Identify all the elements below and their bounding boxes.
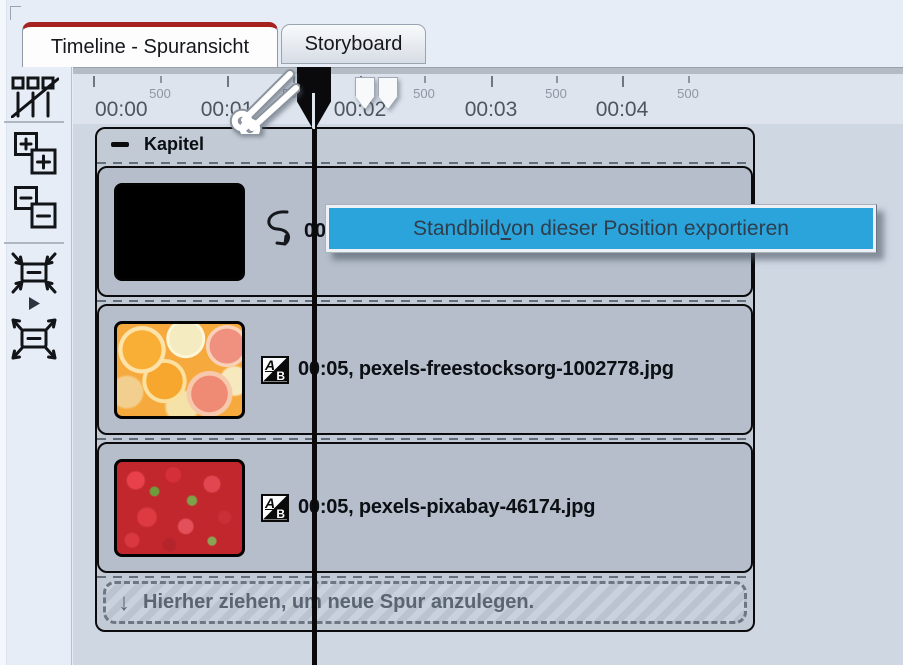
ruler-minor-tick (688, 76, 690, 83)
dashed-divider (97, 435, 753, 442)
new-track-dropzone[interactable]: ↓ Hierher ziehen, um neue Spur anzulegen… (103, 581, 747, 624)
ruler-ms-label: 500 (149, 86, 171, 101)
zoom-menu-arrow-icon[interactable] (29, 297, 40, 310)
ruler-time-label: 00:00 (95, 98, 148, 121)
tab-storyboard[interactable]: Storyboard (281, 24, 426, 64)
zoom-to-selection-icon[interactable] (11, 251, 57, 295)
menu-item-text-pre: Standbild (413, 216, 501, 240)
context-menu: Standbild v on dieser Position exportiere… (325, 204, 877, 253)
ruler-tick (227, 76, 229, 87)
ruler-minor-tick (556, 76, 558, 83)
down-arrow-icon: ↓ (118, 588, 130, 616)
range-marker-flag-icon[interactable] (355, 77, 375, 109)
clip-thumbnail-black[interactable] (114, 182, 245, 281)
playhead-slit (312, 93, 315, 129)
context-menu-item[interactable]: Standbild v on dieser Position exportiere… (329, 208, 873, 249)
ab-letter-b: B (276, 506, 285, 521)
tab-timeline[interactable]: Timeline - Spuransicht (22, 22, 278, 67)
scissors-cursor-icon (228, 68, 301, 142)
ruler-ms-label: 500 (545, 86, 567, 101)
ruler-time-label: 00:02 (333, 98, 387, 121)
range-marker-flag-icon[interactable] (378, 77, 398, 109)
track-row-image[interactable]: A B 00:05, pexels-pixabay-46174.jpg (97, 442, 753, 573)
clip-thumbnail-strawberries[interactable] (114, 458, 245, 557)
tab-timeline-label: Timeline - Spuransicht (50, 35, 250, 58)
chapter-header: Kapitel (97, 129, 753, 159)
chapter-group: Kapitel 00: A B 00:05, pexels-freestocks… (95, 127, 755, 632)
collapse-chapter-icon[interactable] (111, 141, 129, 147)
clip-filename-label: 00:05, pexels-freestocksorg-1002778.jpg (298, 358, 674, 380)
zoom-whole-project-icon[interactable] (11, 317, 57, 361)
ruler-tick (491, 76, 493, 87)
clip-thumbnail-citrus[interactable] (114, 320, 245, 419)
collapse-all-tracks-icon[interactable] (13, 185, 57, 229)
dropzone-hint-text: Hierher ziehen, um neue Spur anzulegen. (143, 591, 535, 613)
dashed-divider (97, 297, 753, 304)
ruler-minor-tick (160, 76, 162, 83)
track-display-options-icon[interactable] (11, 76, 59, 118)
toolbar-divider (4, 242, 64, 244)
ruler-time-label: 00:04 (595, 98, 649, 121)
playhead-line[interactable] (312, 122, 317, 665)
ruler-tick (622, 76, 624, 87)
track-row-image[interactable]: A B 00:05, pexels-freestocksorg-1002778.… (97, 304, 753, 435)
toolbar-divider (4, 121, 64, 123)
ruler-time-label: 00:03 (464, 98, 518, 121)
ab-letter-a: A (265, 494, 276, 511)
timeline-ruler[interactable]: 00:00 00:01 00:02 00:03 00:04 500 500 50… (73, 74, 903, 124)
panel-corner-mark (10, 6, 21, 20)
ruler-minor-tick (424, 76, 426, 83)
left-edge-strip (0, 0, 7, 665)
dashed-divider (97, 159, 753, 166)
ruler-tick (93, 76, 95, 87)
tab-storyboard-label: Storyboard (304, 32, 403, 55)
ab-letter-b: B (276, 368, 285, 383)
ab-transition-icon: A B (261, 493, 289, 522)
menu-item-text-post: on dieser Position exportieren (511, 216, 789, 240)
dashed-divider (97, 573, 753, 581)
chapter-title: Kapitel (144, 133, 205, 154)
ab-letter-a: A (265, 356, 276, 373)
menu-item-accelerator: v (500, 216, 512, 240)
ruler-minor-tick (293, 76, 295, 83)
toolbar-separator-line (71, 66, 72, 665)
ab-transition-icon: A B (261, 355, 289, 384)
animation-curve-icon (261, 207, 295, 256)
ruler-ms-label: 500 (677, 86, 699, 101)
ruler-ms-label: 500 (413, 86, 435, 101)
timeline-top-edge (73, 67, 903, 74)
expand-all-tracks-icon[interactable] (13, 131, 57, 175)
clip-filename-label: 00:05, pexels-pixabay-46174.jpg (298, 496, 596, 518)
